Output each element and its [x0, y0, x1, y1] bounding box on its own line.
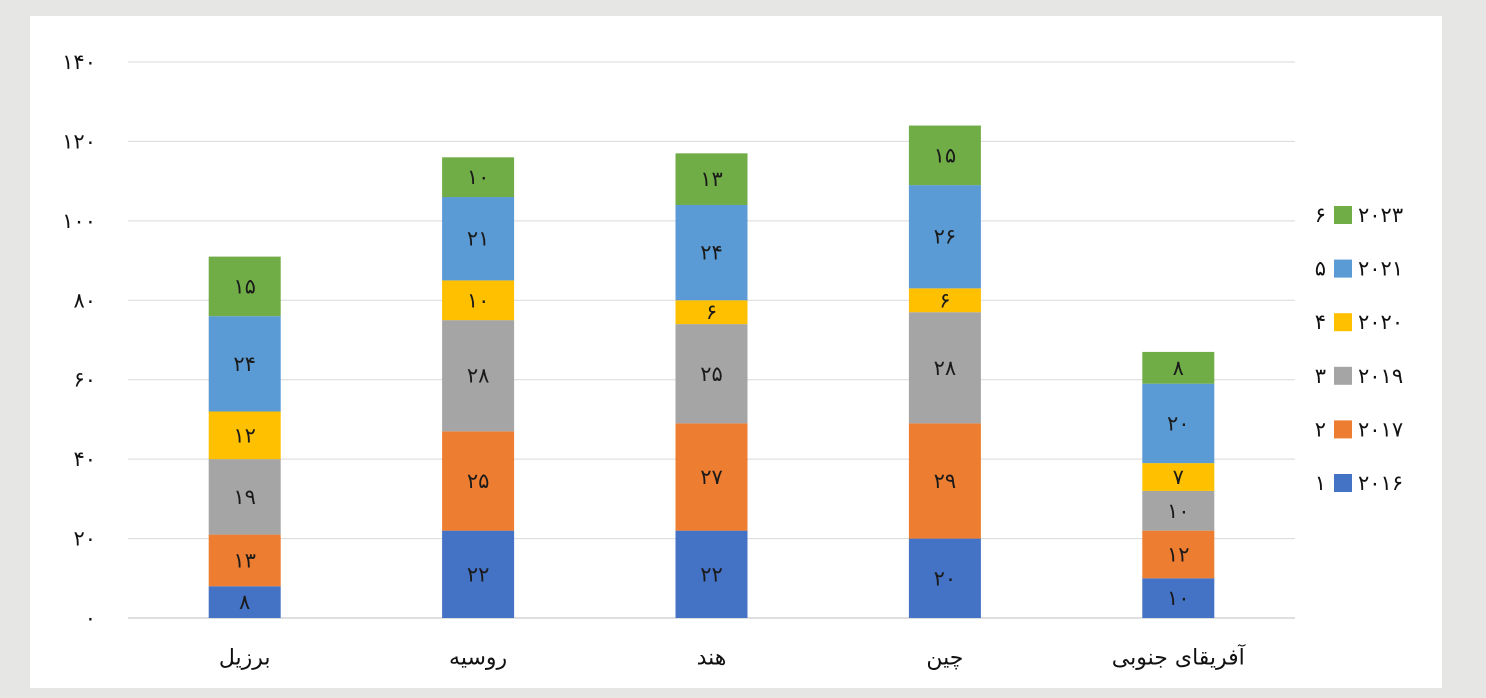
x-category-label: برزیل — [219, 646, 271, 671]
bar-segment — [208, 534, 281, 587]
bar-segment — [1142, 530, 1215, 579]
legend-swatch — [1334, 366, 1352, 385]
data-label: ۱۵ — [233, 274, 256, 298]
data-label: ۸ — [239, 590, 250, 614]
data-label: ۶ — [706, 300, 717, 324]
chart-frame: ۰ ۲۰ ۴۰ ۶۰ ۸۰ ۱۰۰ ۱۲۰ ۱۴۰ ۸ ۱۳ ۱۹ ۱۲ ۲۴ ۱۵ ۲۲ ۲۵ ۲۸ ۱۰ ۲۱… — [30, 16, 1442, 688]
bar-segment — [208, 459, 281, 535]
legend-series-name: ۲۰۲۰ — [1358, 310, 1403, 334]
data-label: ۱۲ — [1167, 542, 1190, 566]
y-tick-label: ۱۲۰ — [62, 129, 96, 153]
y-tick-label: ۱۴۰ — [62, 50, 96, 74]
legend-series-name: ۲۰۱۹ — [1358, 364, 1403, 388]
legend-series-name: ۲۰۱۶ — [1358, 471, 1403, 495]
data-label: ۲۴ — [233, 352, 256, 376]
y-tick-label: ۰ — [85, 606, 96, 630]
data-label: ۱۰ — [467, 288, 490, 312]
data-label: ۱۳ — [233, 548, 256, 572]
legend-number: ۱ — [1315, 471, 1326, 495]
bar-segment — [908, 423, 981, 539]
bar-segment — [675, 153, 748, 205]
data-label: ۲۵ — [700, 362, 723, 386]
legend-number: ۵ — [1315, 257, 1326, 281]
bar-segment — [908, 185, 981, 289]
bar-segment — [675, 324, 748, 424]
data-label: ۱۰ — [1167, 499, 1190, 523]
y-axis: ۰ ۲۰ ۴۰ ۶۰ ۸۰ ۱۰۰ ۱۲۰ ۱۴۰ — [62, 50, 96, 630]
data-label: ۸ — [1173, 356, 1184, 380]
x-category-label: روسیه — [449, 646, 507, 671]
bar-segment — [908, 288, 981, 313]
legend-swatch — [1334, 474, 1352, 492]
bar-segment — [208, 316, 281, 412]
y-tick-label: ۴۰ — [73, 447, 96, 471]
data-label: ۲۲ — [467, 562, 490, 586]
bar-segment — [908, 538, 981, 618]
legend-swatch — [1334, 206, 1352, 224]
legend-number: ۳ — [1315, 364, 1326, 388]
data-label: ۱۳ — [700, 167, 723, 191]
bars: ۸ ۱۳ ۱۹ ۱۲ ۲۴ ۱۵ ۲۲ ۲۵ ۲۸ ۱۰ ۲۱ ۱۰ ۲۲ ۲۷ ۲۵ ۶ ۲۴ ۱۳ ۲۰ ۲۹ ۲۸… — [208, 125, 1215, 618]
legend-swatch — [1334, 420, 1352, 439]
legend-number: ۲ — [1315, 417, 1326, 441]
bar-segment — [442, 280, 515, 321]
legend-series-name: ۲۰۲۱ — [1358, 257, 1403, 281]
x-category-label: چین — [926, 646, 963, 671]
bar-segment — [442, 157, 515, 198]
legend: ۶ ۲۰۲۳ ۵ ۲۰۲۱ ۴ ۲۰۲۰ ۳ ۲۰۱۹ ۲ ۲۰۱۷ ۱ ۲۰۱۶ — [1315, 203, 1403, 495]
data-label: ۲۷ — [700, 465, 723, 489]
data-label: ۲۸ — [467, 364, 490, 388]
bar-segment — [1142, 578, 1215, 618]
data-label: ۲۲ — [700, 562, 723, 586]
bar-segment — [1142, 490, 1215, 531]
legend-number: ۴ — [1315, 310, 1326, 334]
data-label: ۲۶ — [934, 225, 957, 249]
bar-segment — [208, 411, 281, 460]
bar-segment — [1142, 351, 1215, 384]
legend-series-name: ۲۰۱۷ — [1358, 417, 1403, 441]
y-tick-label: ۶۰ — [73, 368, 96, 392]
x-axis: برزیل روسیه هند چین آفریقای جنوبی — [219, 644, 1246, 671]
y-tick-label: ۸۰ — [73, 288, 96, 312]
data-label: ۷ — [1173, 465, 1184, 489]
bar-segment — [1142, 463, 1215, 491]
bar-segment — [675, 300, 748, 325]
bar-segment — [1142, 383, 1215, 464]
bar-segment — [208, 586, 281, 618]
bar-segment — [442, 530, 515, 618]
bar-segment — [675, 530, 748, 618]
data-label: ۶ — [939, 288, 950, 312]
data-label: ۲۵ — [467, 469, 490, 493]
data-label: ۲۹ — [934, 469, 957, 493]
legend-number: ۶ — [1315, 203, 1326, 227]
x-category-label: آفریقای جنوبی — [1112, 644, 1246, 671]
data-label: ۱۰ — [467, 165, 490, 189]
y-tick-label: ۱۰۰ — [62, 209, 96, 233]
data-label: ۱۲ — [233, 423, 256, 447]
bar-segment — [208, 256, 281, 317]
bar-segment — [442, 197, 515, 281]
bar-segment — [908, 312, 981, 424]
data-label: ۲۰ — [1167, 411, 1190, 435]
y-tick-label: ۲۰ — [73, 527, 96, 551]
data-label: ۱۵ — [934, 143, 957, 167]
bar-segment — [675, 423, 748, 531]
x-category-label: هند — [697, 646, 727, 671]
data-label: ۲۰ — [934, 566, 957, 590]
data-label: ۲۱ — [467, 227, 490, 251]
data-label: ۱۰ — [1167, 586, 1190, 610]
legend-swatch — [1334, 259, 1352, 278]
bar-segment — [442, 320, 515, 432]
data-label: ۲۴ — [700, 241, 723, 265]
legend-series-name: ۲۰۲۳ — [1358, 203, 1403, 227]
data-label: ۱۹ — [233, 485, 256, 509]
legend-swatch — [1334, 313, 1352, 332]
data-label: ۲۸ — [934, 356, 957, 380]
bar-segment — [675, 204, 748, 301]
bar-segment — [442, 431, 515, 531]
bar-segment — [908, 125, 981, 186]
